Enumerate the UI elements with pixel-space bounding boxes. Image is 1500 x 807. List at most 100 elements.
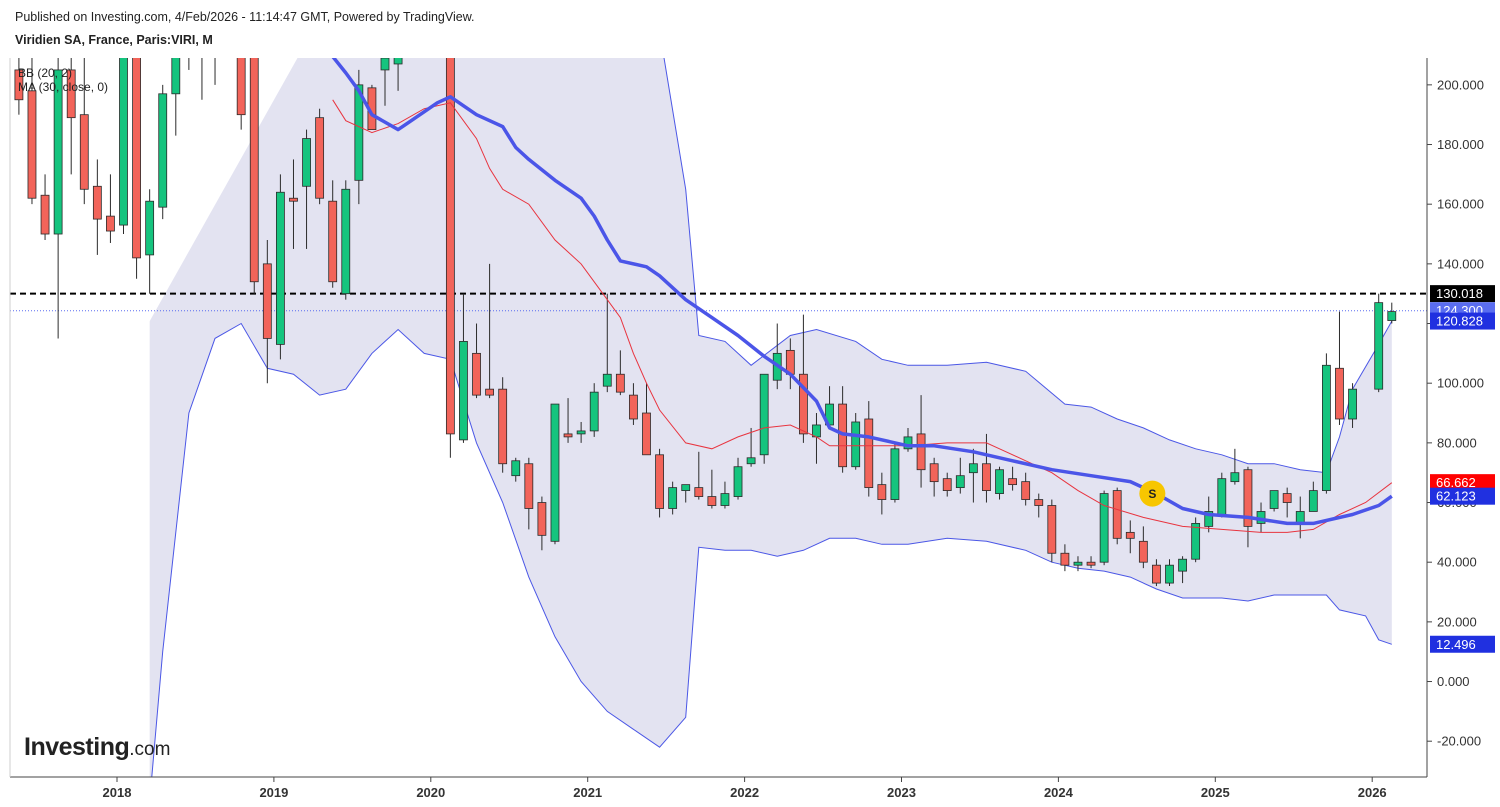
candle-body [746,457,756,465]
candle-body [1335,367,1344,420]
candle-body [589,391,599,432]
candle [1086,556,1096,569]
bb-lower-line [151,322,1392,777]
published-info: Published on Investing.com, 4/Feb/2026 -… [15,10,475,24]
signal-marker-label: S [1148,487,1156,501]
y-tick-label: 20.000 [1437,614,1477,629]
candle-body [707,496,717,506]
candle [275,174,285,360]
signal-marker[interactable]: S [1139,480,1166,507]
candle-body [302,138,311,187]
y-tick-label: 160.000 [1437,197,1484,212]
candle [746,427,756,467]
candle [1269,490,1279,512]
candle [289,159,298,249]
candle [1308,481,1318,512]
ma-indicator-label[interactable]: MA (30, close, 0) [18,80,109,94]
candle-body [158,93,168,208]
candle [1335,311,1344,425]
candle [1112,487,1122,545]
candle [201,58,203,100]
price-label: 62.123 [1430,487,1495,505]
candle [262,239,272,384]
candle [799,314,808,443]
candle-body [459,341,468,441]
candle-body [929,463,939,483]
bb-indicator-label[interactable]: BB (20, 2) [18,66,73,80]
bb-fill [149,58,1392,777]
candle [1243,466,1253,548]
candle-body [14,69,24,101]
candle [1125,520,1135,554]
y-tick-label: 80.000 [1437,435,1477,450]
candle [1034,493,1044,518]
candle-body [916,433,926,471]
candle [851,413,861,470]
candle-body [262,263,272,339]
candle-body [642,412,651,456]
candle [1099,490,1109,566]
candle [40,174,50,240]
price-label-box [1430,635,1495,653]
bb-basis-line [332,99,1393,533]
candle-body [171,58,181,95]
candle-body [1295,511,1305,524]
candle [236,58,246,130]
candle [1073,556,1083,572]
candle [1060,544,1070,572]
candle-body [668,487,678,509]
candle-body [498,388,508,465]
y-tick-label: 40.000 [1437,555,1477,570]
candle [328,180,338,288]
candle [942,472,952,497]
x-tick-label: 2024 [1044,785,1074,800]
price-label: 130.018 [1430,285,1495,303]
candle-body [759,373,769,456]
candle-body [968,463,978,474]
x-tick-label: 2026 [1358,785,1387,800]
candle-body [66,69,76,119]
candle-body [1308,490,1318,512]
horizontal-lines [10,292,1427,312]
candle [14,58,24,115]
candle [393,58,403,91]
y-tick-label: 0.000 [1437,674,1470,689]
candle-body [1204,511,1214,527]
candle [563,398,573,443]
candle [877,472,887,515]
x-tick-label: 2025 [1201,785,1230,800]
candle-body [27,90,37,199]
candle [550,403,560,545]
price-label: 12.496 [1430,635,1495,653]
candle [511,457,521,482]
candle [629,383,638,425]
candle-body [106,215,115,232]
candle-body [1060,552,1070,566]
price-label-text: 62.123 [1436,489,1476,504]
candle [249,58,259,294]
candle-body [903,436,913,450]
candle [1191,517,1201,563]
candle-body [472,352,481,396]
candle [485,263,495,399]
y-tick-label: 100.000 [1437,376,1484,391]
candle [53,58,63,339]
candle-body [537,502,547,536]
candle [1178,556,1187,584]
candle-body [1217,478,1227,515]
candle [1008,466,1017,491]
candle-body [1073,561,1083,566]
candle [589,383,599,437]
candle-body [1099,493,1109,563]
candle [1152,559,1161,587]
x-tick-label: 2018 [103,785,132,800]
candle [158,84,168,220]
candle [890,442,900,503]
candle-body [328,200,338,283]
price-label-box [1430,487,1495,505]
signal-marker-circle[interactable] [1139,480,1166,507]
investing-logo: Investing.com [24,733,170,762]
candle-body [1125,531,1135,539]
candle [681,484,691,503]
